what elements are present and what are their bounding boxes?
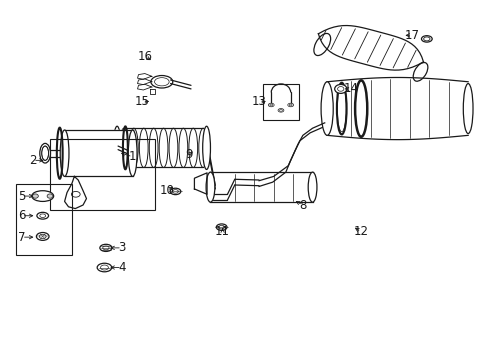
Polygon shape (210, 172, 312, 202)
Bar (50, 139, 154, 210)
Text: 5: 5 (18, 190, 25, 203)
Polygon shape (64, 130, 132, 176)
Ellipse shape (421, 36, 431, 42)
Text: 16: 16 (137, 50, 152, 63)
Ellipse shape (40, 143, 50, 163)
Ellipse shape (334, 85, 346, 93)
Polygon shape (259, 123, 324, 186)
Polygon shape (149, 89, 154, 94)
Ellipse shape (307, 172, 316, 202)
Ellipse shape (32, 191, 54, 202)
Polygon shape (194, 173, 206, 194)
Ellipse shape (462, 84, 472, 134)
Ellipse shape (47, 194, 53, 198)
Ellipse shape (205, 172, 214, 202)
Ellipse shape (37, 212, 48, 219)
Bar (16, 184, 72, 255)
Text: 13: 13 (251, 95, 266, 108)
Ellipse shape (321, 82, 332, 135)
Text: 2: 2 (29, 154, 37, 167)
Text: 7: 7 (18, 231, 25, 244)
Ellipse shape (287, 103, 293, 107)
Polygon shape (318, 26, 423, 70)
Text: 11: 11 (215, 225, 230, 238)
Text: 1: 1 (129, 150, 136, 163)
Ellipse shape (71, 192, 80, 197)
Text: 15: 15 (135, 95, 149, 108)
Ellipse shape (170, 188, 181, 195)
Ellipse shape (60, 130, 69, 176)
Text: 17: 17 (404, 29, 419, 42)
Ellipse shape (97, 263, 112, 272)
Ellipse shape (313, 33, 330, 55)
Text: 10: 10 (159, 184, 174, 197)
Ellipse shape (151, 76, 172, 88)
Ellipse shape (100, 244, 112, 251)
Ellipse shape (113, 126, 121, 170)
Text: 9: 9 (184, 148, 192, 162)
Text: 6: 6 (18, 209, 25, 222)
Ellipse shape (36, 233, 49, 240)
Polygon shape (64, 176, 86, 208)
Ellipse shape (268, 103, 274, 107)
Ellipse shape (412, 63, 427, 81)
Ellipse shape (202, 126, 210, 170)
Polygon shape (326, 77, 467, 140)
Text: 14: 14 (343, 82, 358, 95)
Text: 3: 3 (118, 241, 125, 255)
Text: 4: 4 (118, 261, 125, 274)
Bar (263, 84, 299, 120)
Ellipse shape (336, 83, 346, 134)
Ellipse shape (278, 109, 284, 112)
Ellipse shape (41, 146, 48, 160)
Text: 8: 8 (299, 198, 306, 212)
Ellipse shape (216, 224, 226, 230)
Ellipse shape (32, 194, 38, 198)
Text: 12: 12 (353, 225, 368, 238)
Ellipse shape (128, 130, 137, 176)
